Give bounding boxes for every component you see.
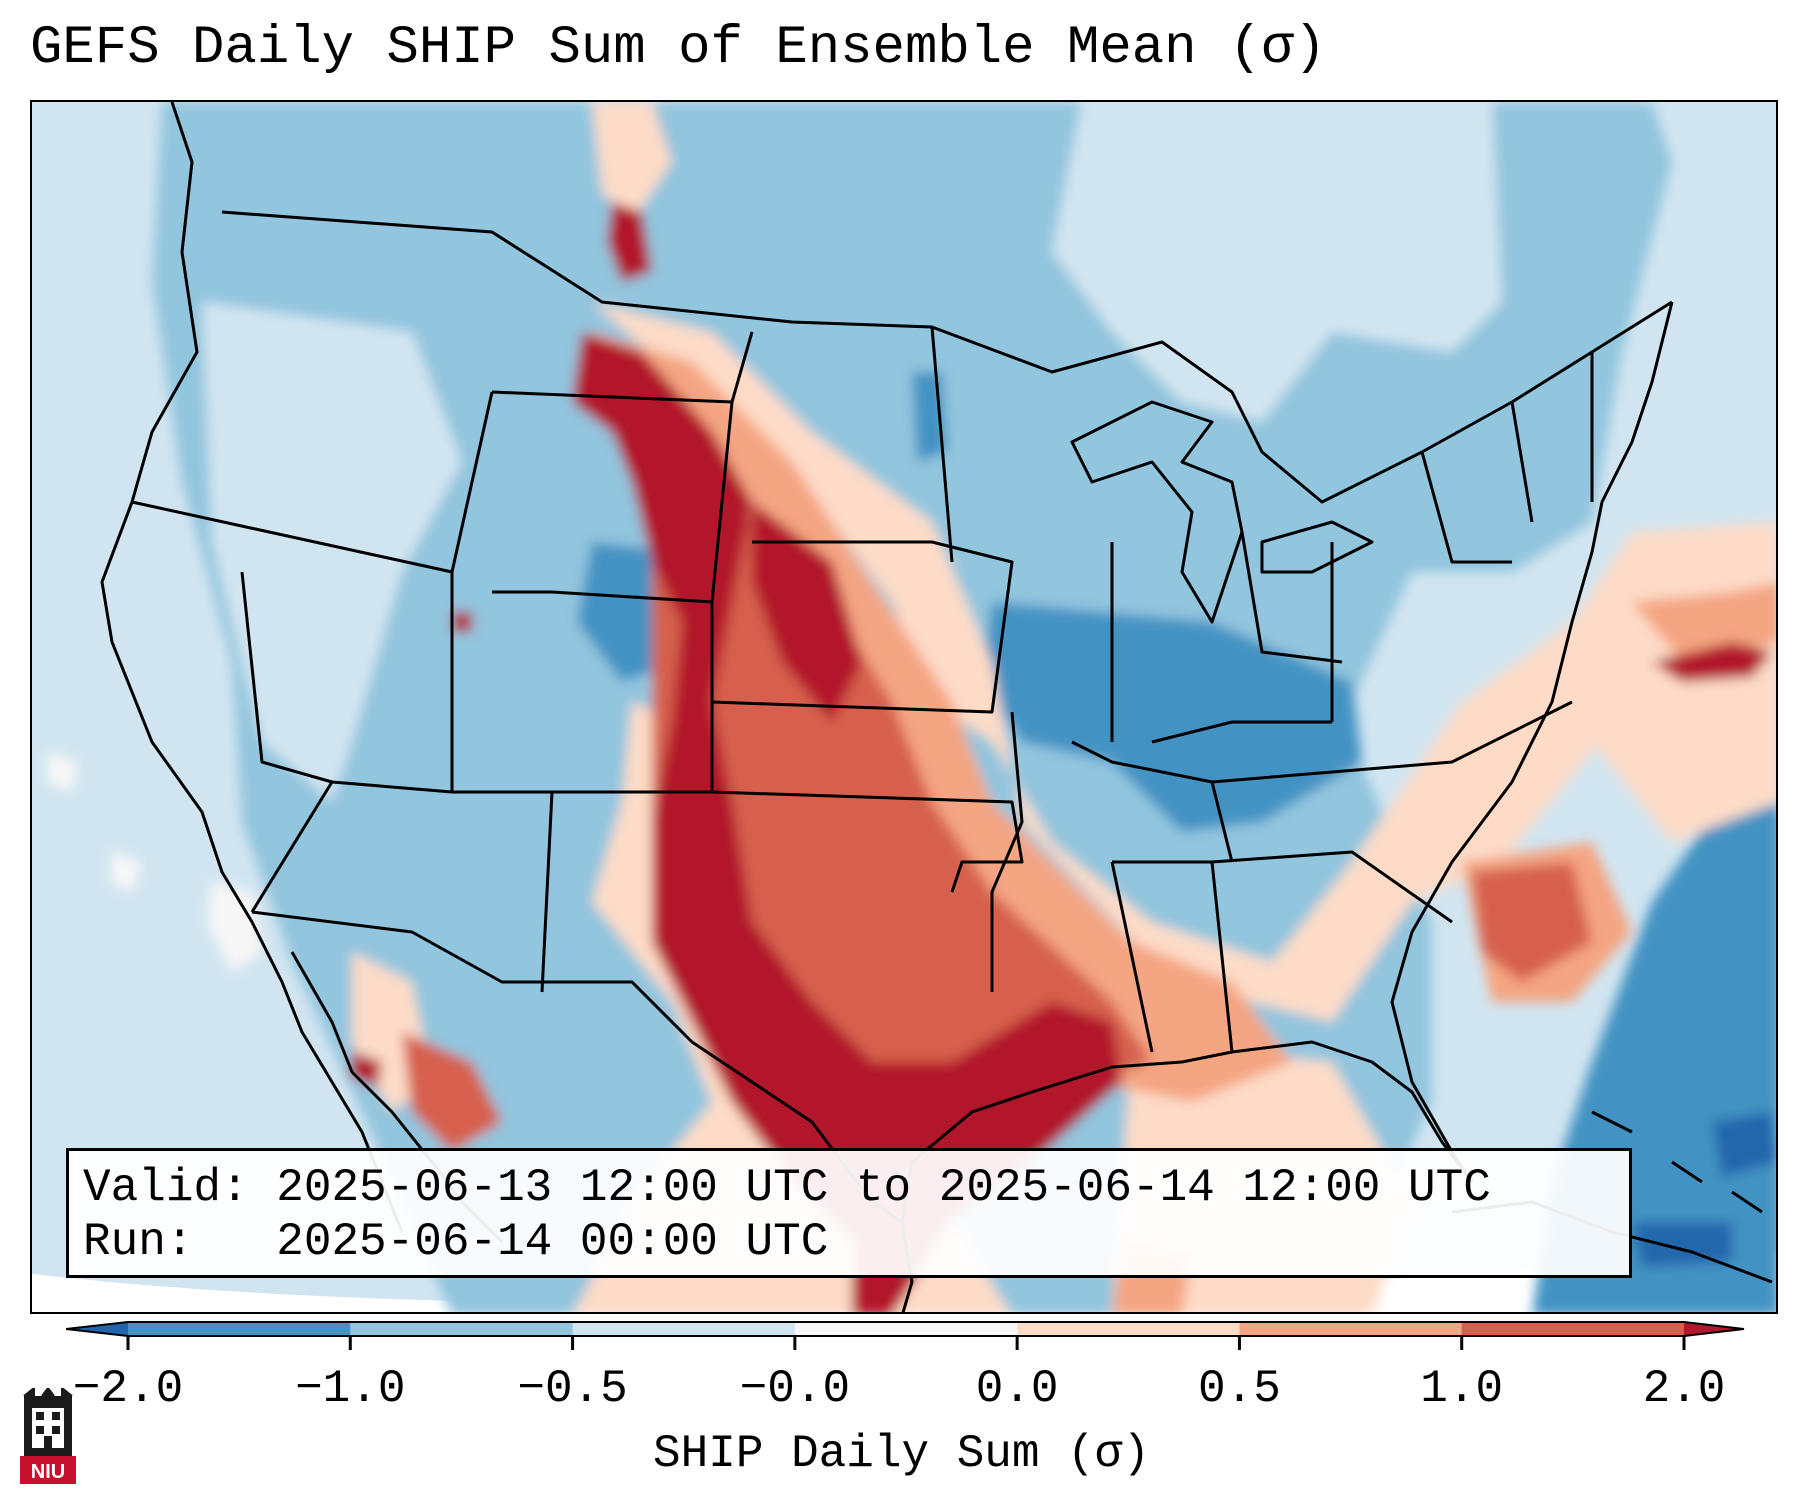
bahamas [1591, 1110, 1763, 1214]
valid-time-line: Valid: 2025-06-13 12:00 UTC to 2025-06-1… [83, 1162, 1491, 1214]
colorbar-bin [1017, 1322, 1240, 1336]
anomaly-region [1632, 1222, 1732, 1267]
pacific-coastline [100, 102, 404, 1233]
colorbar-tick-label: 0.5 [1198, 1363, 1281, 1415]
colorbar-outline [66, 1321, 1745, 1337]
anomaly-region [982, 602, 1362, 832]
colorbar-bin [350, 1322, 574, 1336]
colorbar-tick-label: 2.0 [1642, 1363, 1726, 1415]
colorbar-bin [1461, 1322, 1685, 1336]
anomaly-region [202, 302, 462, 802]
anomaly-region [572, 332, 1122, 1312]
colorbar-bin [128, 1322, 351, 1336]
atlantic-coastline [1390, 301, 1674, 1183]
colorbar [66, 1321, 1745, 1350]
valid-run-info-box: Valid: 2025-06-13 12:00 UTC to 2025-06-1… [66, 1148, 1632, 1278]
great-lakes [1070, 400, 1244, 624]
great-lakes [1260, 520, 1374, 574]
state-borders [131, 326, 1594, 1053]
colorbar-tick-label: −1.0 [295, 1363, 406, 1415]
anomaly-region [1652, 642, 1772, 682]
niu-logo: NIU [20, 1388, 76, 1484]
map-title: GEFS Daily SHIP Sum of Ensemble Mean (σ) [30, 18, 1327, 79]
anomaly-region [607, 202, 652, 282]
anomaly-region [1712, 1112, 1776, 1177]
colorbar-bin [794, 1322, 1018, 1336]
anomaly-region [1472, 862, 1592, 982]
anomaly-map [32, 102, 1776, 1312]
colorbar-label: SHIP Daily Sum (σ) [653, 1428, 1150, 1480]
colorbar-bin [1239, 1322, 1463, 1336]
us-canada-border [221, 210, 1673, 504]
colorbar-tick-label: −2.0 [72, 1363, 184, 1415]
anomaly-region [592, 102, 672, 222]
map-panel [30, 100, 1778, 1314]
colorbar-tick-label: 1.0 [1420, 1363, 1504, 1415]
colorbar-over-arrow [1684, 1322, 1744, 1336]
colorbar-tick-label: −0.0 [739, 1363, 851, 1415]
colorbar-under-arrow [66, 1322, 128, 1336]
logo-text: NIU [31, 1461, 65, 1483]
anomaly-region [452, 612, 472, 632]
anomaly-region [1632, 582, 1776, 662]
colorbar-tick-label: −0.5 [517, 1363, 628, 1415]
anomaly-region [47, 752, 77, 792]
anomaly-region [402, 1032, 502, 1152]
colorbar-tick-label: 0.0 [975, 1363, 1059, 1415]
anomaly-region [207, 882, 262, 972]
colorbar-bin [572, 1322, 796, 1336]
anomaly-region [110, 852, 142, 892]
anomaly-field [47, 102, 1776, 1312]
anomaly-region [752, 502, 862, 722]
anomaly-region [592, 302, 1776, 1022]
run-time-line: Run: 2025-06-14 00:00 UTC [83, 1216, 829, 1268]
